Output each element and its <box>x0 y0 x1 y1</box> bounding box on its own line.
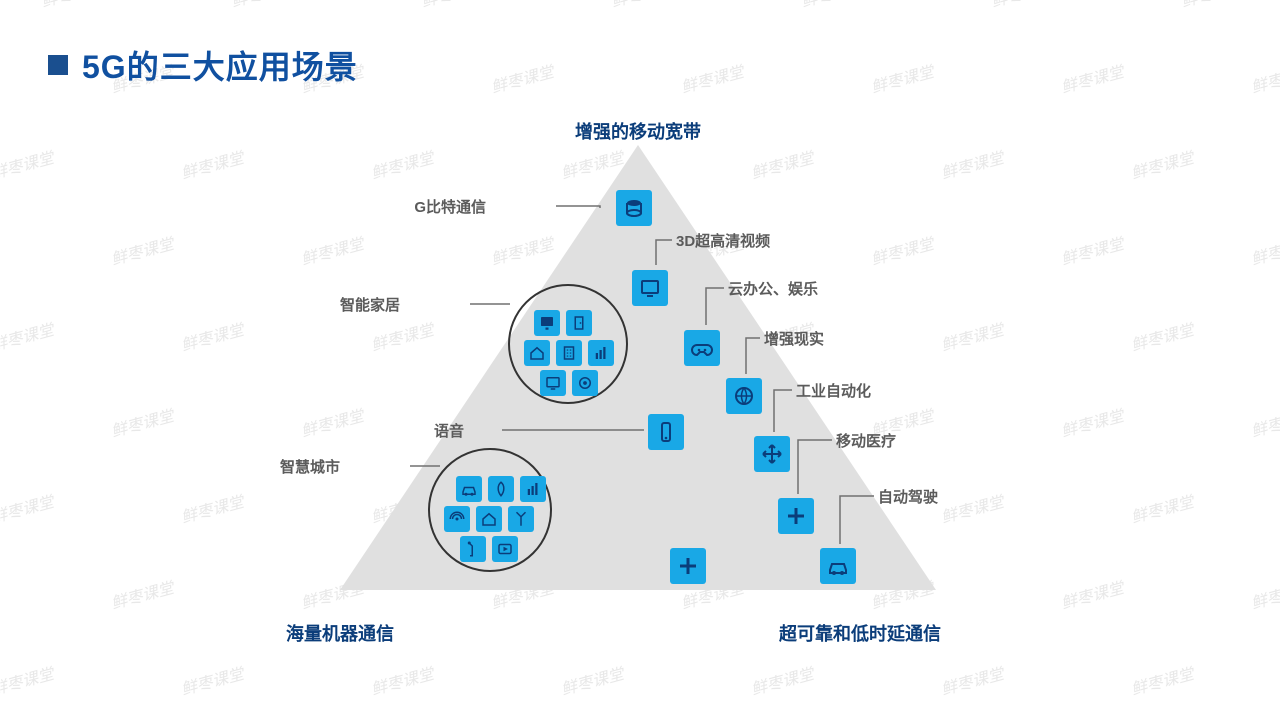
vertex-label-right: 超可靠和低时延通信 <box>779 620 941 646</box>
icon-cloud <box>684 330 720 366</box>
smartcity-cluster-icon <box>520 476 546 502</box>
icon-ar <box>726 378 762 414</box>
smarthome-cluster-icon <box>556 340 582 366</box>
icon-medical <box>778 498 814 534</box>
label-autodrive: 自动驾驶 <box>878 486 938 507</box>
label-3dvideo: 3D超高清视频 <box>676 230 770 251</box>
icon-gbit <box>616 190 652 226</box>
smarthome-cluster-icon <box>566 310 592 336</box>
diagram-stage: 增强的移动宽带海量机器通信 超可靠和低时延通信 G比特通信 3D超高清视频云办公、娱乐… <box>0 0 1280 720</box>
smartcity-cluster-icon <box>456 476 482 502</box>
smarthome-cluster-icon <box>572 370 598 396</box>
smartcity-cluster-icon <box>492 536 518 562</box>
smartcity-cluster-icon <box>460 536 486 562</box>
smarthome-cluster-icon <box>588 340 614 366</box>
label-smarthome: 智能家居 <box>340 294 400 315</box>
label-cloud: 云办公、娱乐 <box>728 278 818 299</box>
smartcity-cluster-icon <box>488 476 514 502</box>
icon-3dvideo <box>632 270 668 306</box>
smarthome-cluster-icon <box>524 340 550 366</box>
smarthome-cluster-icon <box>540 370 566 396</box>
smartcity-cluster-icon <box>476 506 502 532</box>
smarthome-cluster-icon <box>534 310 560 336</box>
label-ar: 增强现实 <box>764 328 824 349</box>
icon-autodrive <box>820 548 856 584</box>
label-voice: 语音 <box>434 420 464 441</box>
label-medical: 移动医疗 <box>836 430 896 451</box>
label-gbit: G比特通信 <box>414 196 486 217</box>
vertex-label-top: 增强的移动宽带 <box>575 118 701 144</box>
vertex-label-left: 海量机器通信 <box>286 620 394 646</box>
label-industry: 工业自动化 <box>796 380 871 401</box>
icon-voice <box>648 414 684 450</box>
icon-lowlat <box>670 548 706 584</box>
icon-industry <box>754 436 790 472</box>
label-smartcity: 智慧城市 <box>280 456 340 477</box>
smartcity-cluster-icon <box>508 506 534 532</box>
connectors-svg <box>0 0 1280 720</box>
smartcity-cluster-icon <box>444 506 470 532</box>
